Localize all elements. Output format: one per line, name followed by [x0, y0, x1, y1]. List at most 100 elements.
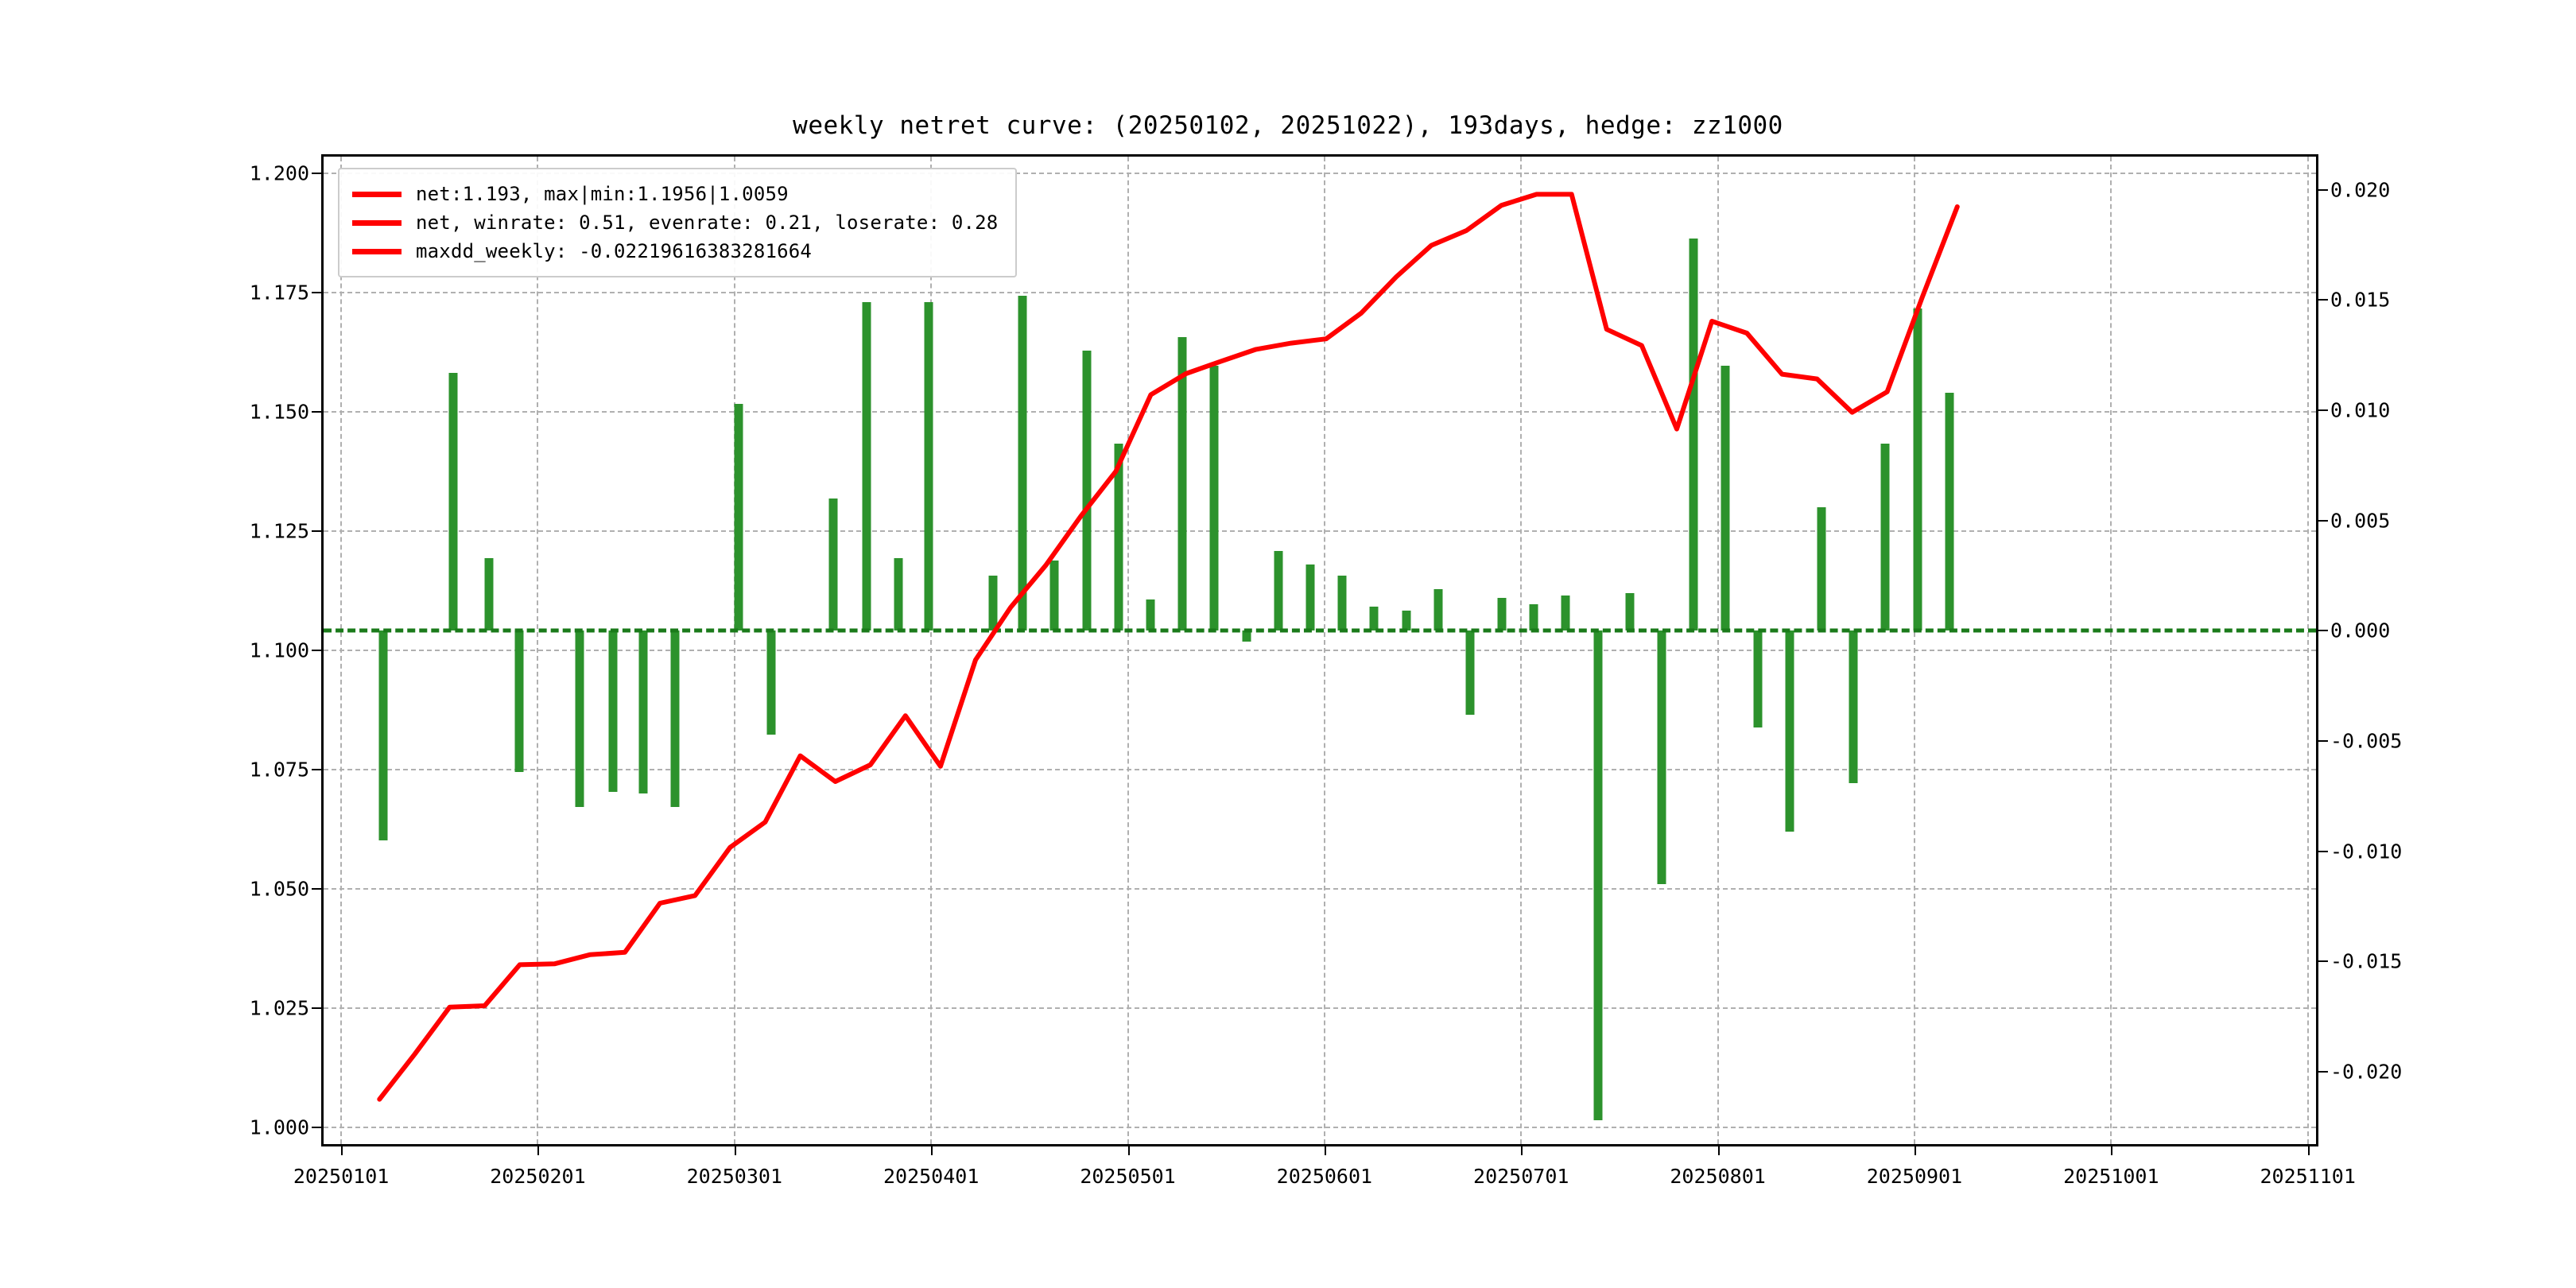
weekly-return-bar	[1657, 630, 1666, 885]
x-tick-mark	[1717, 1144, 1720, 1155]
gridline-horizontal	[324, 1007, 2316, 1009]
y-right-tick-label: -0.020	[2330, 1060, 2403, 1084]
y-right-tick-label: 0.010	[2330, 398, 2391, 422]
legend-item-net-rates: net, winrate: 0.51, evenrate: 0.21, lose…	[352, 208, 998, 237]
gridline-horizontal	[324, 292, 2316, 293]
legend-item-maxdd: maxdd_weekly: -0.02219616383281664	[352, 237, 998, 266]
y-left-tick-label: 1.075	[249, 758, 309, 782]
gridline-horizontal	[324, 769, 2316, 770]
weekly-return-bar	[1337, 575, 1347, 631]
weekly-return-bar	[1497, 597, 1507, 631]
weekly-return-bar	[1880, 443, 1890, 631]
weekly-return-bar	[766, 630, 776, 735]
y-left-tick-mark	[312, 530, 324, 532]
weekly-return-bar	[1721, 366, 1730, 631]
legend-label: net, winrate: 0.51, evenrate: 0.21, lose…	[416, 211, 999, 234]
weekly-return-bar	[1082, 351, 1092, 631]
x-tick-mark	[341, 1144, 343, 1155]
weekly-return-bar	[1529, 603, 1538, 631]
y-left-tick-label: 1.125	[249, 519, 309, 543]
net-curve-svg	[377, 192, 1960, 1102]
weekly-return-bar	[514, 630, 524, 772]
x-tick-label: 20250101	[293, 1165, 390, 1188]
x-tick-label: 20251001	[2063, 1165, 2159, 1188]
y-right-tick-mark	[2316, 409, 2328, 411]
gridline-horizontal	[324, 411, 2316, 413]
x-tick-mark	[1914, 1144, 1916, 1155]
zero-reference-line	[324, 628, 2316, 633]
y-right-tick-mark	[2316, 739, 2328, 742]
y-left-tick-mark	[312, 173, 324, 174]
weekly-return-bar	[575, 630, 584, 808]
weekly-return-bar	[1209, 366, 1219, 631]
weekly-return-bar	[638, 630, 648, 794]
weekly-return-bar	[1593, 630, 1603, 1120]
weekly-return-bar	[862, 302, 871, 631]
y-left-tick-mark	[312, 1007, 324, 1009]
weekly-return-bar	[1945, 392, 1954, 631]
gridline-vertical	[1127, 157, 1129, 1144]
weekly-return-bar	[1913, 308, 1922, 631]
weekly-return-bar	[1146, 599, 1155, 631]
x-tick-label: 20250901	[1866, 1165, 1963, 1188]
y-left-tick-label: 1.200	[249, 161, 309, 185]
x-tick-mark	[1127, 1144, 1130, 1155]
y-left-tick-mark	[312, 1127, 324, 1128]
gridline-vertical	[340, 157, 343, 1144]
weekly-return-bar	[1305, 564, 1315, 631]
weekly-return-bar	[670, 630, 680, 808]
y-right-tick-label: 0.005	[2330, 509, 2391, 533]
legend-swatch-line-icon	[352, 219, 402, 226]
weekly-return-bar	[734, 403, 743, 631]
gridline-vertical	[2306, 157, 2309, 1144]
y-left-tick-label: 1.150	[249, 400, 309, 424]
gridline-vertical	[1717, 157, 1719, 1144]
gridline-vertical	[2110, 157, 2112, 1144]
x-tick-mark	[931, 1144, 933, 1155]
legend-item-net-stats: net:1.193, max|min:1.1956|1.0059	[352, 180, 998, 208]
y-left-tick-mark	[312, 292, 324, 293]
y-right-tick-label: -0.005	[2330, 729, 2403, 753]
x-tick-mark	[537, 1144, 540, 1155]
gridline-vertical	[930, 157, 933, 1144]
weekly-return-bar	[1689, 238, 1698, 631]
gridline-horizontal	[324, 888, 2316, 890]
weekly-return-bar	[924, 302, 933, 631]
gridline-vertical	[1913, 157, 1915, 1144]
y-left-tick-label: 1.100	[249, 638, 309, 662]
legend-swatch-line-icon	[352, 191, 402, 197]
weekly-return-bar	[608, 630, 618, 792]
y-right-tick-mark	[2316, 299, 2328, 301]
x-tick-mark	[2111, 1144, 2113, 1155]
weekly-return-bar	[1785, 630, 1794, 832]
legend-swatch-line-icon	[352, 248, 402, 254]
x-tick-label: 20250601	[1276, 1165, 1373, 1188]
gridline-horizontal	[324, 1127, 2316, 1128]
gridline-vertical	[733, 157, 735, 1144]
weekly-return-bar	[1114, 443, 1123, 631]
weekly-return-bar	[484, 557, 494, 631]
y-left-tick-mark	[312, 411, 324, 413]
y-right-tick-mark	[2316, 630, 2328, 632]
x-tick-mark	[1521, 1144, 1523, 1155]
weekly-return-bar	[828, 498, 838, 631]
y-left-tick-mark	[312, 650, 324, 651]
chart-title: weekly netret curve: (20250102, 20251022…	[793, 111, 1783, 140]
weekly-return-bar	[894, 557, 903, 631]
gridline-horizontal	[324, 173, 2316, 174]
y-right-tick-label: 0.000	[2330, 619, 2391, 642]
y-right-tick-label: -0.010	[2330, 840, 2403, 863]
x-tick-label: 20250801	[1670, 1165, 1766, 1188]
x-tick-label: 20250201	[490, 1165, 586, 1188]
x-tick-mark	[734, 1144, 736, 1155]
x-tick-label: 20250401	[883, 1165, 980, 1188]
weekly-return-bar	[1018, 295, 1027, 631]
legend-box: net:1.193, max|min:1.1956|1.0059 net, win…	[338, 168, 1018, 277]
weekly-return-bar	[1849, 630, 1858, 783]
y-right-tick-label: 0.020	[2330, 178, 2391, 202]
y-right-tick-mark	[2316, 960, 2328, 963]
legend-label: maxdd_weekly: -0.02219616383281664	[416, 240, 813, 262]
gridline-vertical	[1520, 157, 1523, 1144]
plot-area: net:1.193, max|min:1.1956|1.0059 net, win…	[250, 154, 2402, 1188]
